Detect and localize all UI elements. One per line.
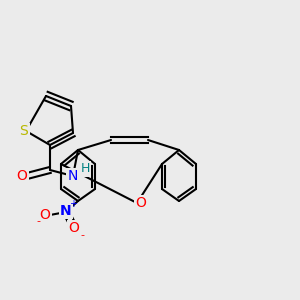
Text: +: + [69,199,77,209]
Text: O: O [40,208,50,222]
Text: O: O [16,169,27,183]
Text: -: - [80,230,84,240]
Text: N: N [60,204,72,218]
Text: O: O [136,196,146,210]
Text: O: O [69,221,80,235]
Text: H: H [80,163,90,176]
Text: N: N [68,169,78,183]
Text: -: - [36,216,40,226]
Text: S: S [20,124,28,138]
